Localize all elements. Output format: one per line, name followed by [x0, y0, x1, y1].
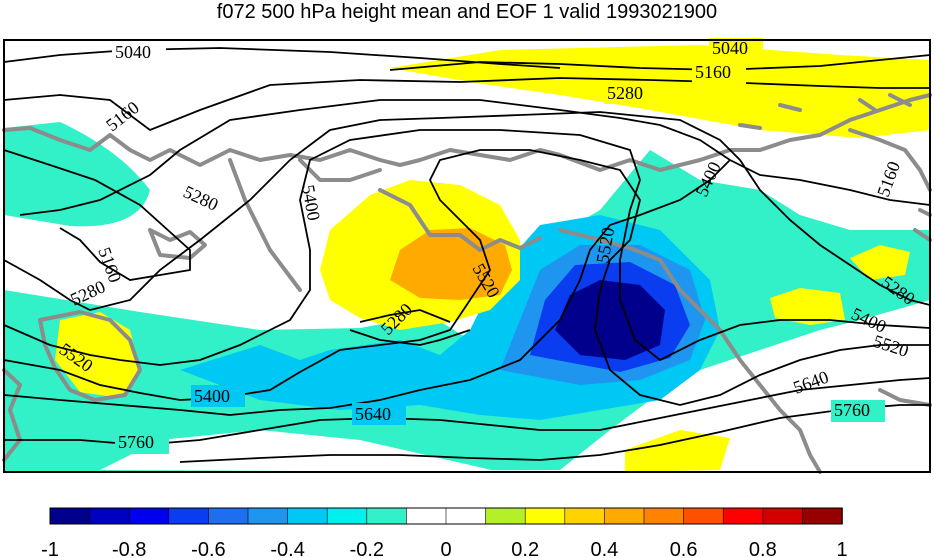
colorbar: [49, 507, 843, 525]
colorbar-swatch: [326, 507, 368, 525]
shade-pos02-north: [390, 45, 930, 138]
colorbar-swatch: [485, 507, 527, 525]
colorbar-swatch: [604, 507, 645, 525]
map-frame: [3, 39, 931, 473]
colorbar-swatch: [762, 507, 804, 525]
colorbar-swatch: [366, 507, 408, 525]
colorbar-tick-label: -0.8: [112, 539, 146, 558]
shade-pos02-south: [625, 430, 730, 472]
contour-label: 5040: [115, 42, 151, 62]
map-title: f072 500 hPa height mean and EOF 1 valid…: [216, 1, 718, 23]
colorbar-tick-label: 0: [440, 539, 451, 558]
height-contours: [3, 47, 931, 463]
colorbar-swatch: [247, 507, 289, 525]
colorbar-swatch: [683, 507, 724, 525]
contour-label: 5760: [834, 400, 870, 420]
contour-label: 5280: [607, 83, 643, 103]
colorbar-tick-label: 1: [836, 539, 847, 558]
colorbar-tick-label: -0.6: [191, 539, 225, 558]
colorbar-tick-label: 0.2: [511, 539, 539, 558]
contour-labels: 5040 5040 5160 5160 5160 5160 5280 5280 …: [56, 38, 919, 454]
colorbar-tick-label: 0.8: [749, 539, 777, 558]
colorbar-frame: [49, 507, 843, 525]
colorbar-tick-label: -0.2: [350, 539, 384, 558]
colorbar-tick-label: -0.4: [270, 539, 304, 558]
contour-label: 5040: [712, 38, 748, 58]
colorbar-swatch: [208, 507, 249, 525]
colorbar-tick-label: -1: [41, 539, 59, 558]
shade-neg1: [555, 280, 665, 360]
contour-label: 5160: [695, 62, 731, 82]
colorbar-swatch: [802, 507, 843, 525]
colorbar-swatch: [406, 507, 447, 525]
colorbar-tick-label: 0.4: [590, 539, 618, 558]
colorbar-swatch: [128, 507, 170, 525]
contour-label: 5760: [118, 432, 154, 452]
colorbar-swatch: [524, 507, 566, 525]
colorbar-swatch: [287, 507, 329, 525]
shade-pos02-east: [770, 288, 845, 325]
shade-pos02-fareast: [850, 245, 910, 280]
colorbar-swatch: [49, 507, 91, 525]
contour-label: 5400: [194, 386, 230, 406]
contour-label: 5640: [355, 404, 391, 424]
colorbar-swatch: [168, 507, 210, 525]
colorbar-swatch: [643, 507, 685, 525]
colorbar-swatch: [722, 507, 764, 525]
colorbar-tick-label: 0.6: [670, 539, 698, 558]
colorbar-tick-labels: -1 -0.8 -0.6 -0.4 -0.2 0 0.2 0.4 0.6 0.8 1: [41, 539, 847, 558]
coastlines: [2, 93, 932, 474]
colorbar-swatch: [564, 507, 606, 525]
colorbar-swatch: [89, 507, 130, 525]
colorbar-swatch: [445, 507, 487, 525]
